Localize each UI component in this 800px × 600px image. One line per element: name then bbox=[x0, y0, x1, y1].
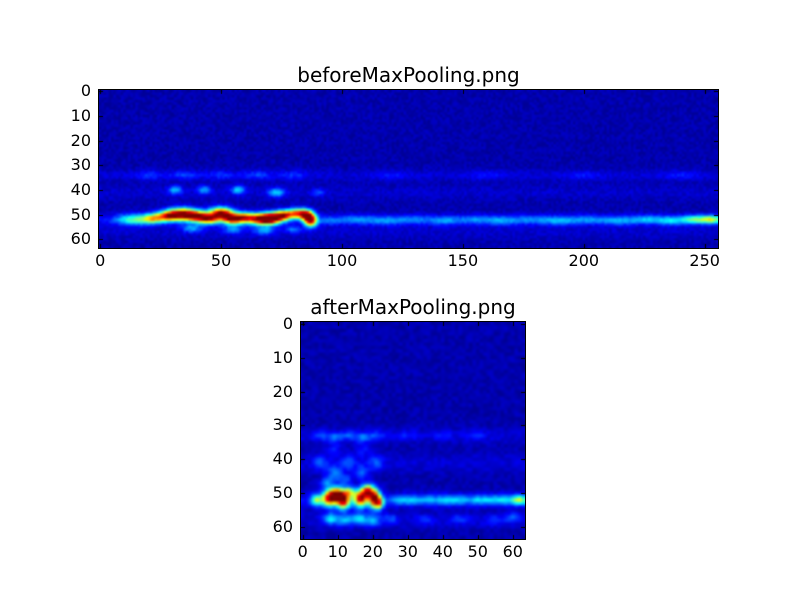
x-tick-label: 60 bbox=[502, 542, 523, 561]
plot-title-before: beforeMaxPooling.png bbox=[297, 63, 520, 87]
y-tick-label: 20 bbox=[272, 381, 293, 401]
plot-title-after: afterMaxPooling.png bbox=[310, 295, 516, 319]
x-tick-label: 50 bbox=[467, 542, 488, 561]
x-tick-label: 0 bbox=[95, 251, 106, 270]
y-tick-label: 50 bbox=[272, 483, 293, 503]
y-tick-label: 20 bbox=[70, 130, 91, 150]
y-tick-label: 60 bbox=[70, 229, 91, 249]
x-tick-label: 30 bbox=[397, 542, 418, 561]
y-tick-label: 0 bbox=[80, 81, 91, 101]
x-tick-label: 0 bbox=[297, 542, 308, 561]
x-tick-label: 40 bbox=[432, 542, 453, 561]
x-tick-label: 150 bbox=[447, 251, 479, 270]
y-tick-label: 40 bbox=[70, 179, 91, 199]
x-tick-label: 50 bbox=[210, 251, 232, 270]
y-tick-label: 40 bbox=[272, 449, 293, 469]
x-tick-label: 20 bbox=[362, 542, 383, 561]
x-tick-label: 200 bbox=[568, 251, 600, 270]
after-maxpooling-heatmap-image bbox=[300, 321, 526, 540]
y-tick-label: 30 bbox=[70, 155, 91, 175]
y-tick-label: 10 bbox=[272, 347, 293, 367]
y-tick-label: 60 bbox=[272, 517, 293, 537]
y-tick-label: 30 bbox=[272, 415, 293, 435]
before-maxpooling-plot: beforeMaxPooling.png 0 50 100 150 200 250 0 10 2… bbox=[71, 63, 720, 270]
y-tick-label: 0 bbox=[282, 313, 293, 333]
after-maxpooling-plot: afterMaxPooling.png 0 10 20 30 40 50 60 0 10 20 30… bbox=[273, 295, 526, 561]
before-maxpooling-heatmap-image bbox=[98, 89, 719, 249]
x-tick-label: 250 bbox=[689, 251, 720, 270]
x-tick-label: 10 bbox=[327, 542, 348, 561]
y-tick-label: 50 bbox=[70, 204, 91, 224]
y-tick-label: 10 bbox=[70, 105, 91, 125]
x-tick-label: 100 bbox=[326, 251, 358, 270]
